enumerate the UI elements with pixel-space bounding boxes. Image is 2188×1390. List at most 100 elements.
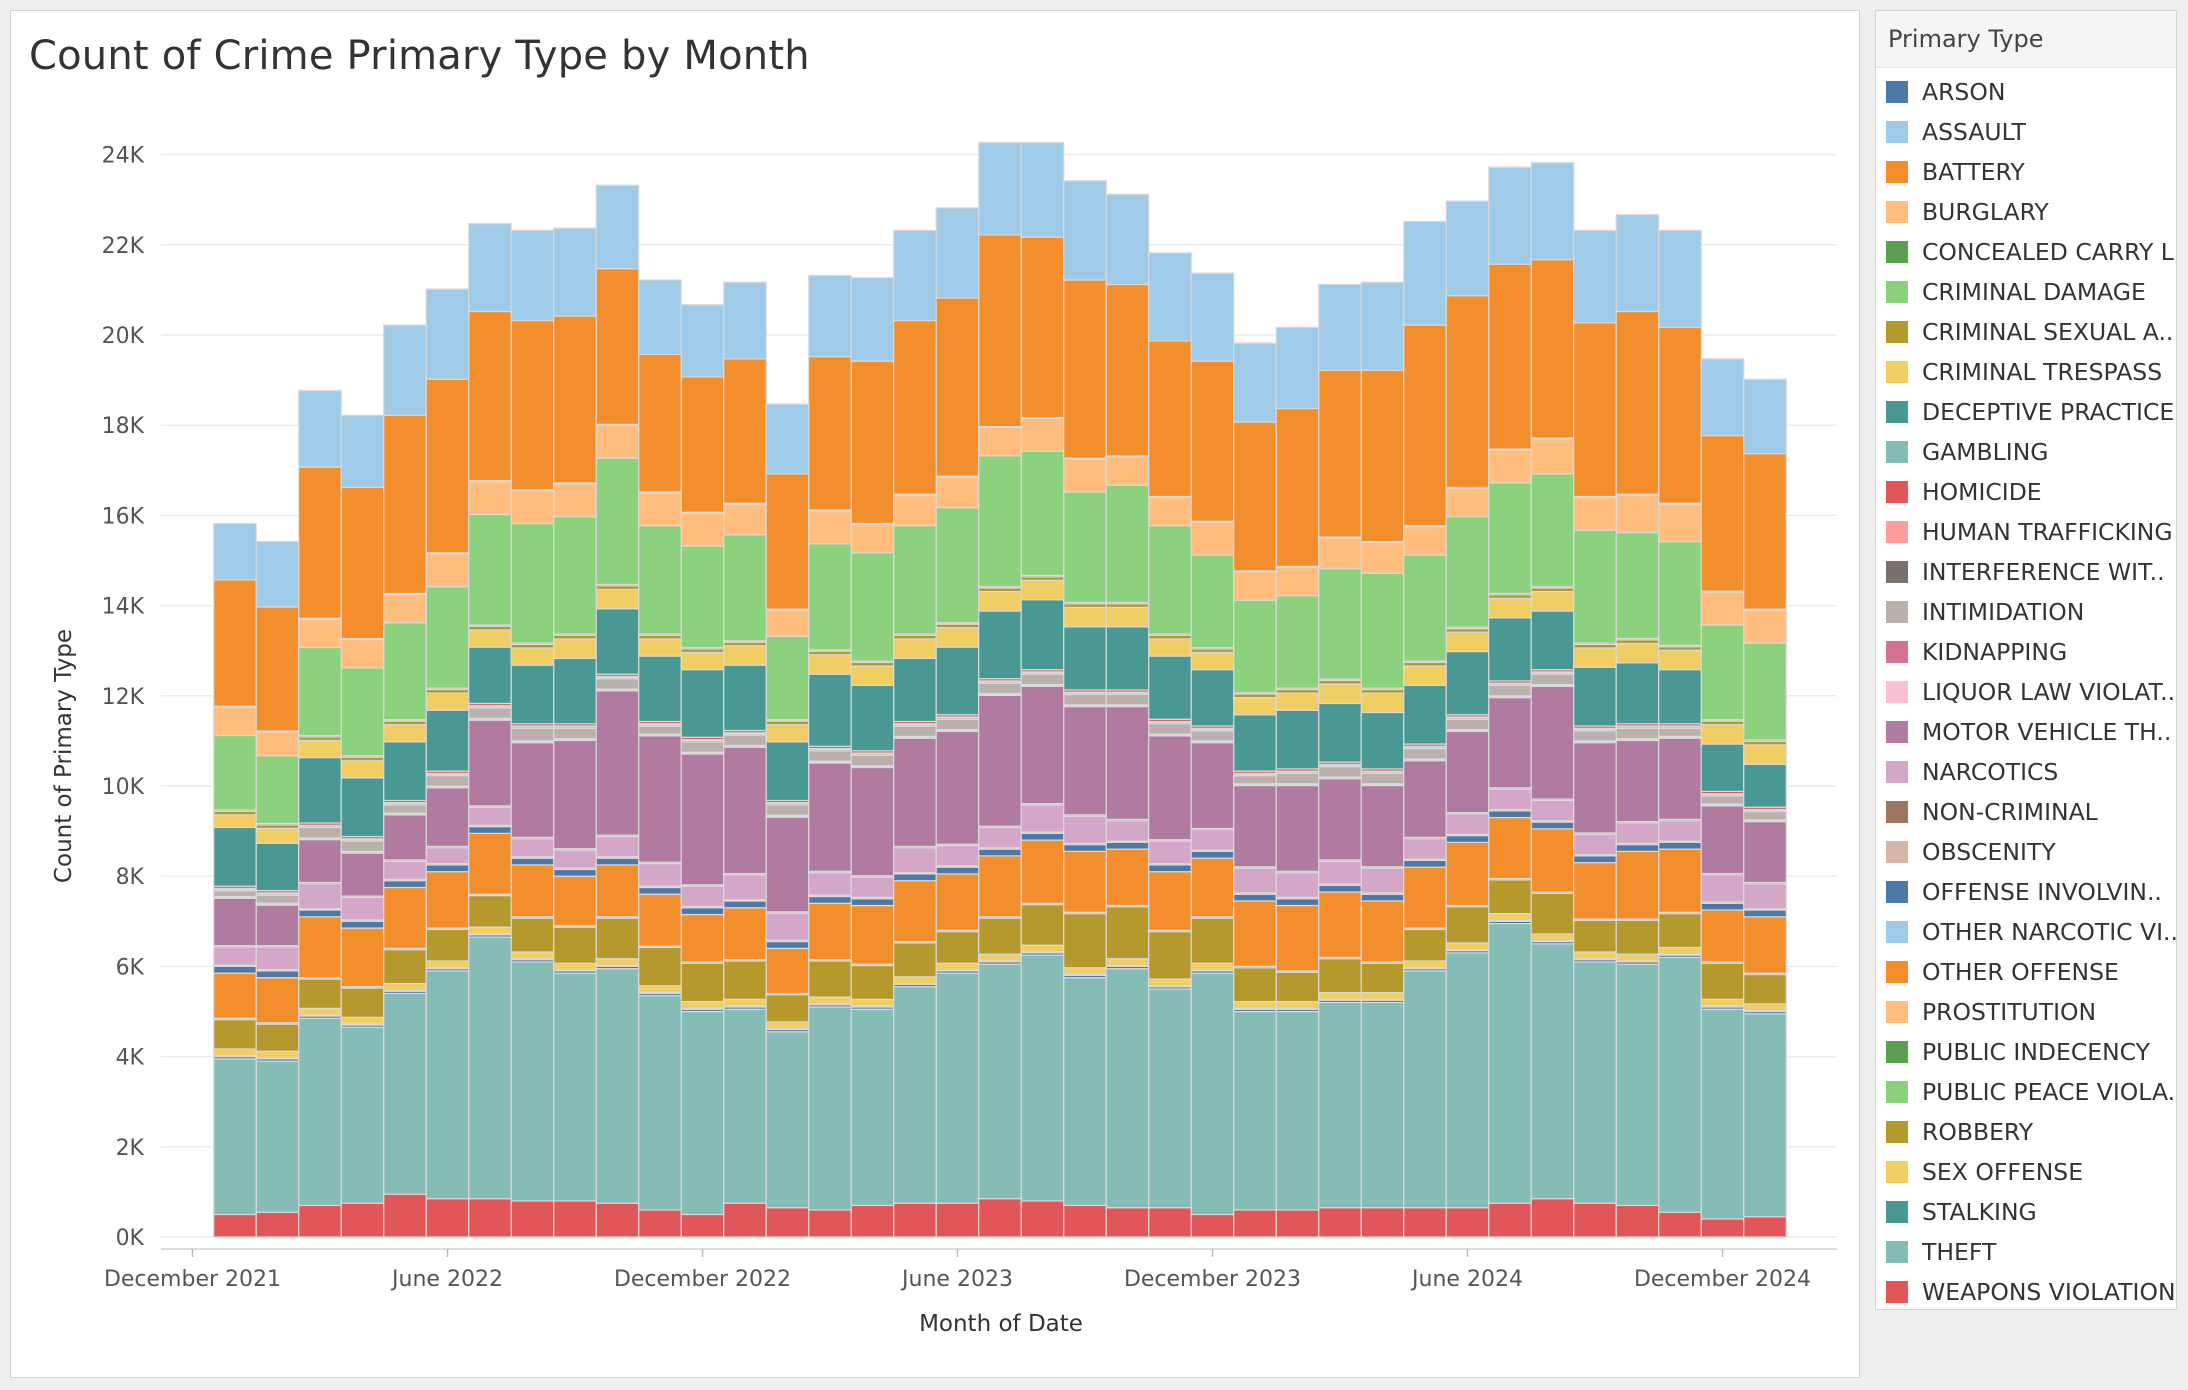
bar-segment[interactable] xyxy=(1233,900,1277,968)
bar-segment[interactable] xyxy=(808,750,852,762)
legend-item[interactable]: OBSCENITY xyxy=(1876,832,2176,872)
bar-segment[interactable] xyxy=(255,755,300,825)
bar-segment[interactable] xyxy=(1700,874,1745,903)
bar-segment[interactable] xyxy=(213,522,257,581)
bar-segment[interactable] xyxy=(1658,913,1702,949)
bar-segment[interactable] xyxy=(425,787,470,848)
bar-segment[interactable] xyxy=(638,638,682,657)
bar-segment[interactable] xyxy=(340,920,385,929)
bar-segment[interactable] xyxy=(935,866,980,875)
bar-segment[interactable] xyxy=(1488,1202,1532,1238)
bar-segment[interactable] xyxy=(638,725,682,735)
bar-segment[interactable] xyxy=(1148,988,1192,1209)
bar-segment[interactable] xyxy=(680,545,725,649)
bar-segment[interactable] xyxy=(468,223,512,313)
bar-segment[interactable] xyxy=(298,1204,342,1238)
bar-stack[interactable] xyxy=(850,277,895,1238)
bar-segment[interactable] xyxy=(1700,998,1745,1007)
bar-segment[interactable] xyxy=(1403,859,1447,868)
bar-segment[interactable] xyxy=(1445,200,1490,297)
bar-segment[interactable] xyxy=(1020,141,1065,238)
bar-segment[interactable] xyxy=(1445,1207,1490,1238)
bar-segment[interactable] xyxy=(765,804,810,816)
bar-segment[interactable] xyxy=(1658,841,1702,850)
bar-segment[interactable] xyxy=(1190,962,1235,971)
bar-segment[interactable] xyxy=(1063,180,1107,281)
legend-item[interactable]: DECEPTIVE PRACTICE xyxy=(1876,392,2176,432)
bar-segment[interactable] xyxy=(850,665,895,687)
bar-segment[interactable] xyxy=(1148,735,1192,841)
bar-segment[interactable] xyxy=(1360,867,1405,894)
bar-segment[interactable] xyxy=(213,826,257,887)
bar-segment[interactable] xyxy=(1233,1010,1277,1211)
bar-segment[interactable] xyxy=(553,849,597,869)
bar-segment[interactable] xyxy=(1615,850,1660,920)
bar-segment[interactable] xyxy=(1233,775,1277,785)
bar-segment[interactable] xyxy=(808,510,852,545)
bar-segment[interactable] xyxy=(553,972,597,1202)
bar-segment[interactable] xyxy=(595,857,640,866)
bar-segment[interactable] xyxy=(340,667,385,757)
legend-item[interactable]: OTHER NARCOTIC VI.. xyxy=(1876,912,2176,952)
bar-segment[interactable] xyxy=(893,229,937,322)
bar-segment[interactable] xyxy=(1530,259,1575,439)
bar-segment[interactable] xyxy=(1658,1211,1702,1238)
bar-segment[interactable] xyxy=(1743,883,1787,910)
bar-segment[interactable] xyxy=(1233,421,1277,572)
bar-segment[interactable] xyxy=(978,682,1022,695)
bar-segment[interactable] xyxy=(553,638,597,659)
bar-segment[interactable] xyxy=(1063,626,1107,691)
legend-item[interactable]: PROSTITUTION xyxy=(1876,992,2176,1032)
bar-segment[interactable] xyxy=(510,727,555,742)
bar-segment[interactable] xyxy=(1403,220,1447,326)
bar-segment[interactable] xyxy=(255,1060,300,1213)
bar-segment[interactable] xyxy=(1360,692,1405,714)
bar-segment[interactable] xyxy=(850,277,895,362)
bar-segment[interactable] xyxy=(723,1008,767,1204)
bar-segment[interactable] xyxy=(1190,669,1235,727)
bar-stack[interactable] xyxy=(1403,220,1447,1238)
bar-segment[interactable] xyxy=(1275,1010,1320,1211)
bar-segment[interactable] xyxy=(723,734,767,747)
bar-segment[interactable] xyxy=(468,806,512,826)
bar-segment[interactable] xyxy=(978,848,1022,857)
bar-segment[interactable] xyxy=(468,894,512,928)
bar-segment[interactable] xyxy=(1148,978,1192,987)
bar-segment[interactable] xyxy=(1318,1207,1362,1238)
bar-segment[interactable] xyxy=(1488,913,1532,921)
bar-segment[interactable] xyxy=(468,480,512,516)
bar-segment[interactable] xyxy=(1105,906,1150,960)
bar-segment[interactable] xyxy=(1658,326,1702,504)
bar-segment[interactable] xyxy=(468,629,512,648)
bar-segment[interactable] xyxy=(638,946,682,987)
bar-segment[interactable] xyxy=(893,942,937,978)
bar-segment[interactable] xyxy=(255,1023,300,1052)
bar-segment[interactable] xyxy=(680,913,725,963)
bar-segment[interactable] xyxy=(510,1200,555,1238)
bar-stack[interactable] xyxy=(680,304,725,1238)
bar-segment[interactable] xyxy=(1105,848,1150,907)
bar-segment[interactable] xyxy=(1530,799,1575,822)
bar-segment[interactable] xyxy=(1700,1008,1745,1220)
bar-segment[interactable] xyxy=(1573,919,1617,953)
bar-segment[interactable] xyxy=(1403,928,1447,962)
bar-segment[interactable] xyxy=(1063,693,1107,706)
bar-segment[interactable] xyxy=(425,1198,470,1238)
bar-segment[interactable] xyxy=(680,907,725,916)
bar-segment[interactable] xyxy=(1318,884,1362,893)
bar-segment[interactable] xyxy=(1318,283,1362,371)
bar-segment[interactable] xyxy=(978,591,1022,612)
legend-item[interactable]: PUBLIC INDECENCY xyxy=(1876,1032,2176,1072)
bar-segment[interactable] xyxy=(638,735,682,863)
bar-segment[interactable] xyxy=(1445,718,1490,731)
bar-segment[interactable] xyxy=(255,606,300,732)
bar-segment[interactable] xyxy=(1020,450,1065,576)
bar-segment[interactable] xyxy=(935,1202,980,1238)
bar-segment[interactable] xyxy=(1573,647,1617,668)
bar-segment[interactable] xyxy=(1360,991,1405,1000)
bar-segment[interactable] xyxy=(1190,850,1235,859)
bar-stack[interactable] xyxy=(1318,283,1362,1238)
legend-item[interactable]: HOMICIDE xyxy=(1876,472,2176,512)
bar-segment[interactable] xyxy=(850,898,895,907)
bar-segment[interactable] xyxy=(1148,496,1192,527)
